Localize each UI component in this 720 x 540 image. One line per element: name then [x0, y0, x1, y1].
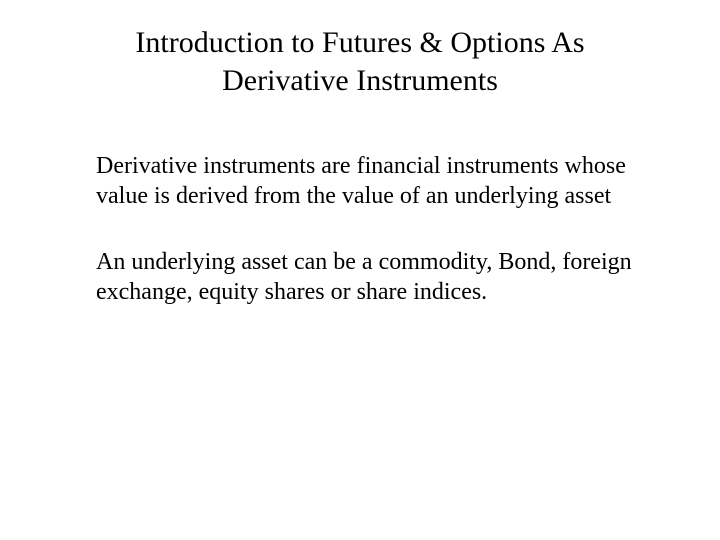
paragraph-1: Derivative instruments are financial ins…	[60, 151, 660, 211]
paragraph-2: An underlying asset can be a commodity, …	[60, 247, 660, 307]
slide-title: Introduction to Futures & Options As Der…	[60, 24, 660, 99]
slide-container: Introduction to Futures & Options As Der…	[0, 0, 720, 540]
